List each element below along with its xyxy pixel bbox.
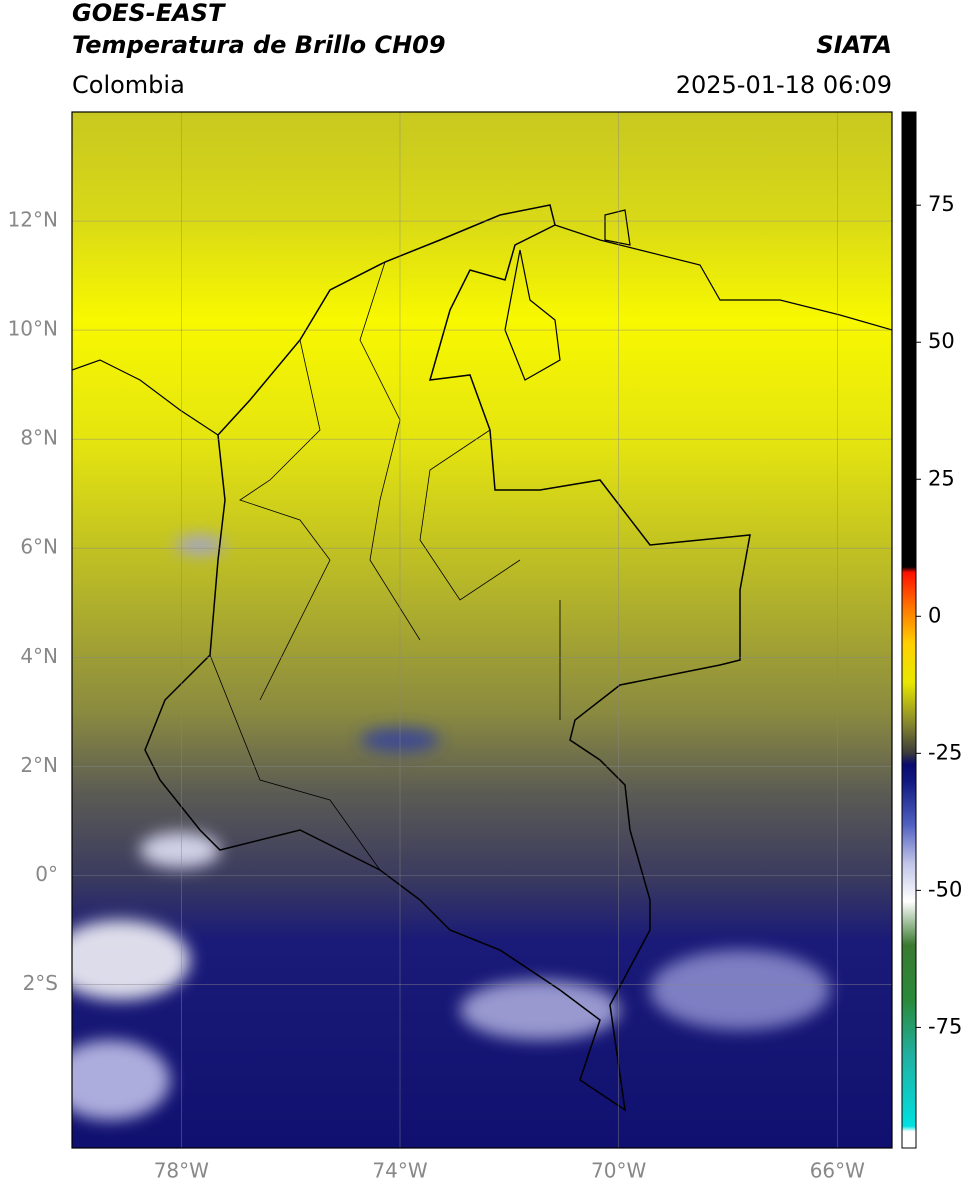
colorbar-tick-label: 25 <box>928 466 955 490</box>
y-tick-label: 2°S <box>23 971 58 995</box>
colorbar-tick-label: 75 <box>928 192 955 216</box>
grid <box>72 112 892 1148</box>
source: SIATA <box>816 31 892 59</box>
y-tick-label: 12°N <box>8 208 58 232</box>
y-tick-label: 8°N <box>20 426 58 450</box>
colorbar-tick-label: -75 <box>928 1014 962 1038</box>
x-tick-label: 70°W <box>591 1159 646 1183</box>
colorbar <box>901 111 917 1149</box>
x-tick-label: 74°W <box>372 1159 427 1183</box>
colorbar-tick-label: -25 <box>928 740 962 764</box>
title: GOES-EAST <box>72 0 226 27</box>
colorbar-tick-label: 50 <box>928 329 955 353</box>
subtitle: Temperatura de Brillo CH09 <box>72 31 446 59</box>
y-tick-label: 0° <box>35 862 58 886</box>
x-tick-label: 78°W <box>154 1159 209 1183</box>
map-frame <box>71 111 893 1149</box>
map-image <box>72 112 892 1148</box>
y-tick-label: 6°N <box>20 535 58 559</box>
datetime: 2025-01-18 06:09 <box>676 71 892 99</box>
colorbar-tick-label: -50 <box>928 877 962 901</box>
y-tick-label: 4°N <box>20 644 58 668</box>
colorbar-tick-label: 0 <box>928 603 941 627</box>
region: Colombia <box>72 71 185 99</box>
y-tick-label: 2°N <box>20 753 58 777</box>
y-tick-label: 10°N <box>8 317 58 341</box>
x-tick-label: 66°W <box>810 1159 865 1183</box>
